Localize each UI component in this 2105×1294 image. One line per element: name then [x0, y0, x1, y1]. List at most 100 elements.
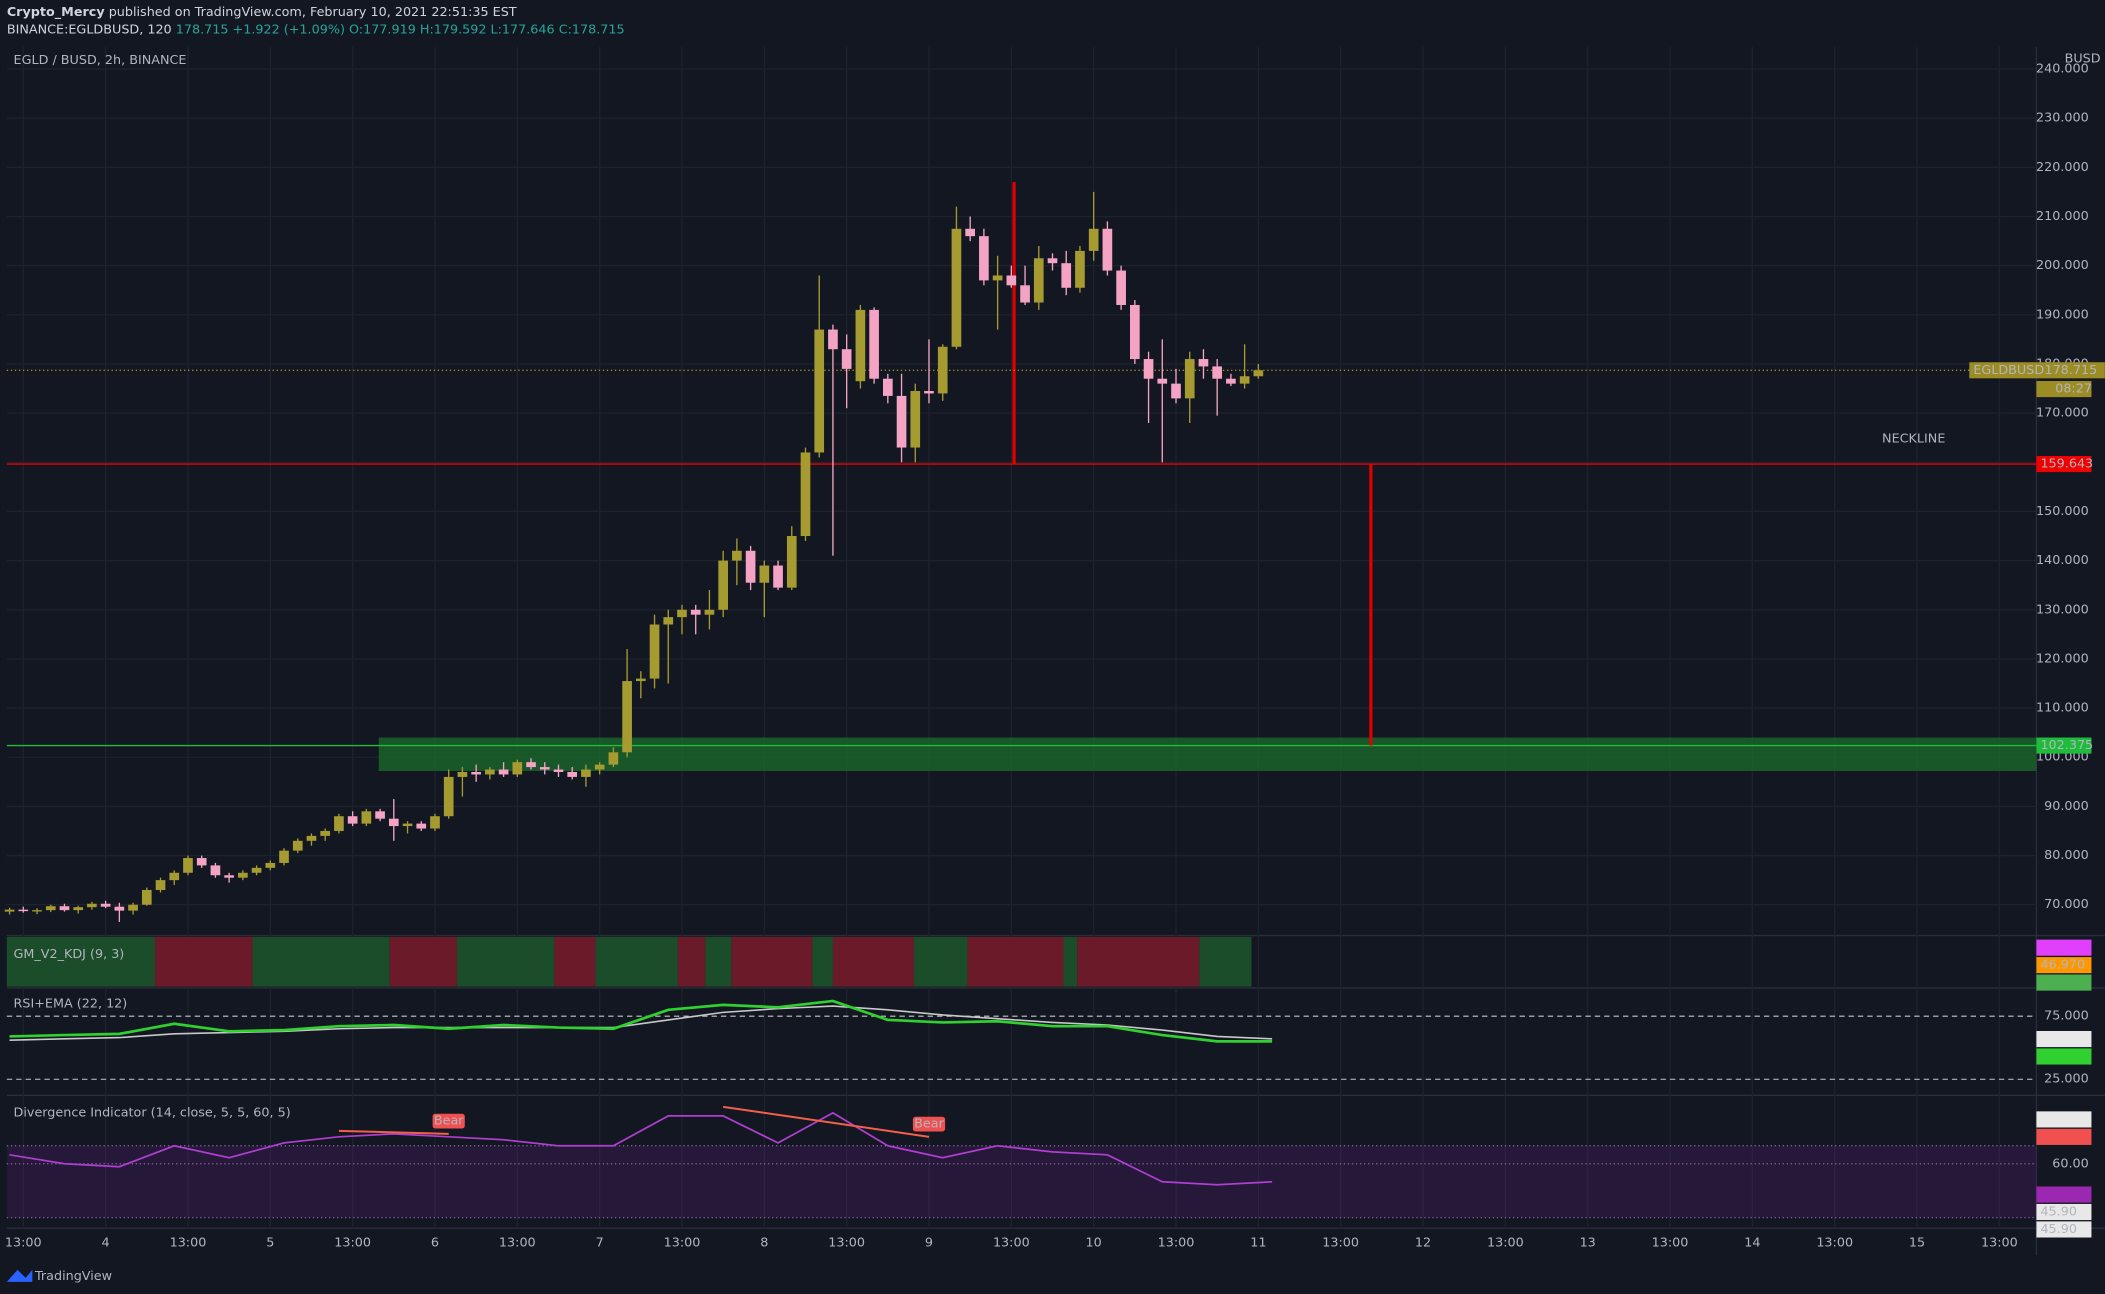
y-tick-label: 70.000	[2044, 897, 2089, 912]
y-tick-label: 210.000	[2036, 209, 2089, 224]
value-label-box	[2036, 1111, 2092, 1128]
candle-body	[979, 236, 989, 281]
candle-body	[1102, 228, 1113, 271]
y-tick-label: 90.000	[2044, 799, 2089, 814]
candle-body	[1253, 370, 1264, 377]
symbol-box	[1969, 362, 2105, 379]
signal-region	[1077, 936, 1200, 987]
bear-box	[432, 1113, 465, 1129]
brand: TradingView	[34, 1269, 112, 1284]
level-label-box	[2036, 737, 2092, 754]
candle-body	[745, 550, 756, 583]
candle-body	[334, 816, 344, 831]
x-tick-label: 10	[1086, 1235, 1102, 1250]
candle-body	[169, 872, 180, 881]
candle-body	[1198, 359, 1209, 367]
candle-body	[992, 275, 1003, 281]
oscillator-band	[6, 1145, 2037, 1218]
candle-body	[1075, 250, 1085, 288]
symbol-line: BINANCE:EGLDBUSD, 120 178.715 +1.922 (+1…	[7, 22, 625, 37]
candle-body	[251, 867, 262, 873]
y-tick-label: 150.000	[2036, 504, 2089, 519]
candle-body	[814, 329, 825, 453]
candle-body	[1047, 258, 1058, 264]
candle-body	[1130, 304, 1140, 360]
x-tick-label: 7	[596, 1235, 604, 1250]
candle-body	[1033, 258, 1044, 303]
candle-body	[649, 624, 660, 679]
candle-body	[73, 907, 84, 911]
x-tick-label: 4	[102, 1235, 110, 1250]
y-tick-label: 240.000	[2036, 62, 2089, 77]
candle-body	[4, 909, 15, 912]
y-tick-label: 120.000	[2036, 651, 2089, 666]
candle-body	[1006, 275, 1017, 286]
candle-body	[471, 771, 481, 775]
candle-body	[59, 906, 70, 911]
candle-body	[553, 769, 564, 772]
candle-body	[361, 811, 372, 824]
level-label: 159.643	[2040, 457, 2093, 472]
publish-line: Crypto_Mercy published on TradingView.co…	[7, 5, 517, 20]
signal-region	[1199, 936, 1252, 987]
x-tick-label: 5	[266, 1235, 274, 1250]
value-label-box	[2036, 1030, 2092, 1048]
candle-body	[567, 771, 578, 777]
logo-icon	[6, 1269, 33, 1282]
candle-body	[622, 681, 632, 753]
candle-body	[128, 904, 138, 911]
signal-region	[1063, 936, 1078, 987]
signal-region	[456, 936, 555, 987]
candle-body	[347, 816, 358, 824]
candle-body	[635, 678, 646, 682]
candle-body	[1088, 228, 1099, 251]
divergence-trend	[338, 1129, 449, 1135]
rsi-line	[9, 999, 1273, 1043]
candle-body	[539, 767, 550, 770]
x-tick-label: 13:00	[993, 1235, 1030, 1250]
plot: 13:00 4 13:00 5 13:00 6 13:00 7 13:00 8 13:00 9 13:0…	[4, 46, 2105, 1256]
value-label-box	[2036, 1186, 2092, 1203]
ohlc: O:177.919 H:179.592 L:177.646 C:178.715	[349, 22, 625, 37]
candle-body	[663, 617, 674, 625]
value-label: 45.90	[2040, 1222, 2077, 1237]
symbol-tag: EGLDBUSD	[1973, 363, 2044, 378]
signal-region	[832, 936, 914, 987]
x-tick-label: 13	[1580, 1235, 1596, 1250]
last-price-label: 178.715	[2044, 363, 2097, 378]
bear-box	[912, 1116, 946, 1132]
divergence-trend	[723, 1105, 930, 1138]
author: Crypto_Mercy	[7, 5, 105, 20]
value-label-box	[2036, 957, 2092, 974]
candle-body	[279, 850, 289, 863]
x-tick-label: 11	[1250, 1235, 1266, 1250]
chart-title: EGLD / BUSD, 2h, BINANCE	[14, 53, 187, 68]
candle-body	[430, 816, 440, 829]
candle-body	[320, 830, 331, 836]
candle-body	[732, 550, 742, 561]
candle-body	[800, 452, 811, 537]
signal-region	[252, 936, 390, 987]
x-tick-label: 13:00	[1981, 1235, 2018, 1250]
divergence-line	[9, 1111, 1273, 1186]
value-label-box	[2036, 1203, 2092, 1221]
candle-body	[1226, 378, 1236, 384]
y-tick-label: 140.000	[2036, 553, 2089, 568]
candle-body	[402, 823, 413, 827]
candle-body	[512, 762, 523, 775]
signal-region	[554, 936, 596, 987]
candle-body	[1143, 359, 1154, 379]
y-tick-label: 230.000	[2036, 111, 2089, 126]
x-tick-label: 13:00	[1158, 1235, 1195, 1250]
candle-body	[759, 565, 770, 583]
candle-body	[896, 395, 907, 448]
value-label-box	[2036, 1128, 2092, 1145]
value-label-box	[2036, 1048, 2092, 1065]
rsi-title: RSI+EMA (22, 12)	[14, 997, 128, 1012]
symbol: BINANCE:EGLDBUSD, 120	[7, 22, 172, 37]
support-zone	[378, 737, 2037, 772]
candle-body	[1184, 359, 1195, 399]
x-tick-label: 8	[760, 1235, 768, 1250]
candle-body	[718, 560, 728, 610]
